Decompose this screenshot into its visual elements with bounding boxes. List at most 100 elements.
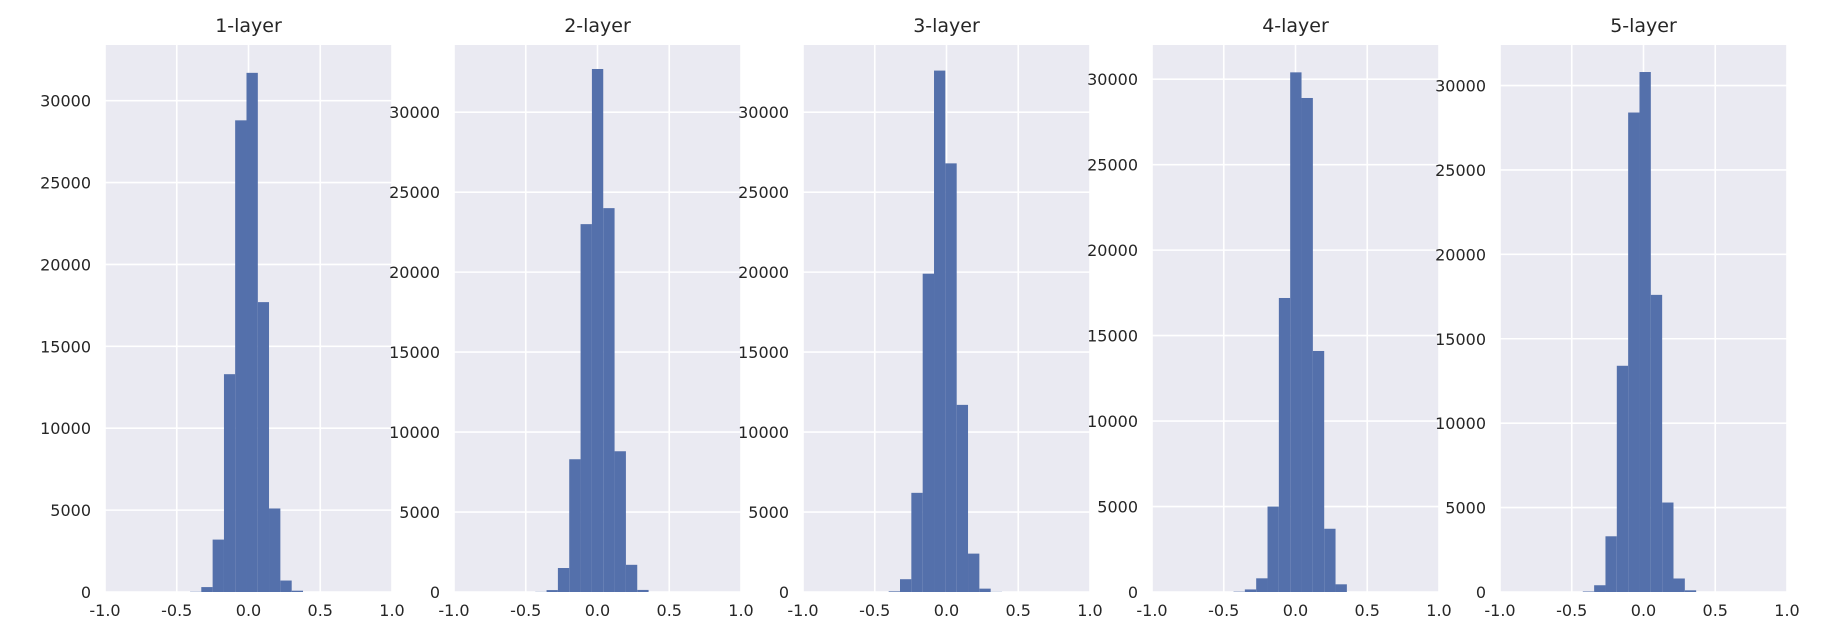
y-tick-label: 25000 — [738, 183, 789, 202]
x-tick-label: -0.5 — [1556, 601, 1587, 620]
x-tick-label: 0.0 — [236, 601, 261, 620]
histogram-bar — [968, 553, 980, 592]
y-tick-label: 10000 — [40, 419, 91, 438]
y-tick-label: 30000 — [389, 103, 440, 122]
histogram-bar — [1662, 502, 1674, 592]
histogram-bar — [637, 589, 649, 592]
y-tick-label: 25000 — [1087, 156, 1138, 175]
histogram-bar — [201, 587, 213, 592]
histogram-bar — [269, 508, 281, 592]
histogram-bar — [945, 163, 957, 592]
histogram-bar — [1616, 365, 1629, 592]
x-tick-label: -1.0 — [438, 601, 469, 620]
panel-title: 1-layer — [215, 15, 282, 37]
y-tick-label: 20000 — [1435, 245, 1486, 264]
histogram-bar — [956, 404, 969, 592]
histogram-bar — [888, 591, 901, 592]
histogram-bar — [1312, 350, 1325, 592]
panel-3: 3-layer -1.0 -0.5 0.0 0.5 1.0 0 5000 10000 15000 2… — [738, 15, 1103, 620]
x-tick-label: 1.0 — [728, 601, 753, 620]
y-tick-label: 5000 — [50, 501, 91, 520]
histogram-bar — [900, 579, 912, 592]
histogram-bar — [1628, 112, 1640, 593]
x-tick-label: -0.5 — [161, 601, 192, 620]
y-tick-label: 25000 — [1435, 161, 1486, 180]
histogram-bar — [922, 273, 935, 592]
x-tick-label: 0.0 — [1283, 601, 1308, 620]
x-tick-label: 0.5 — [1355, 601, 1380, 620]
y-tick-label: 25000 — [40, 174, 91, 193]
y-tick-label: 0 — [779, 583, 789, 602]
x-tick-label: 0.5 — [1006, 601, 1031, 620]
y-tick-label: 20000 — [1087, 241, 1138, 260]
y-tick-label: 10000 — [389, 423, 440, 442]
histogram-bar — [1256, 578, 1268, 592]
x-tick-label: 0.0 — [934, 601, 959, 620]
y-tick-label: 30000 — [1087, 70, 1138, 89]
x-tick-label: 1.0 — [1426, 601, 1451, 620]
histogram-bar — [257, 302, 270, 592]
histogram-bar — [280, 580, 292, 592]
y-tick-label: 30000 — [738, 103, 789, 122]
y-tick-label: 15000 — [738, 343, 789, 362]
y-tick-label: 0 — [430, 583, 440, 602]
histogram-bar — [1290, 72, 1302, 593]
histogram-bar — [557, 568, 570, 592]
histogram-bar — [1650, 294, 1663, 592]
histogram-bar — [1594, 585, 1606, 592]
histogram-bar — [603, 208, 615, 592]
x-tick-label: 0.0 — [1631, 601, 1656, 620]
y-tick-label: 30000 — [1435, 77, 1486, 96]
y-tick-label: 25000 — [389, 183, 440, 202]
histogram-bar — [246, 72, 258, 593]
y-tick-label: 10000 — [1435, 414, 1486, 433]
x-tick-label: -1.0 — [1136, 601, 1167, 620]
y-tick-label: 0 — [1128, 583, 1138, 602]
histogram-bar — [1582, 591, 1595, 592]
histogram-bar — [979, 588, 991, 592]
y-tick-label: 20000 — [40, 255, 91, 274]
histogram-bar — [934, 70, 946, 593]
histogram-bar — [1673, 578, 1685, 592]
histogram-bar — [546, 590, 558, 592]
x-tick-label: 0.5 — [308, 601, 333, 620]
y-tick-label: 20000 — [738, 263, 789, 282]
y-tick-label: 10000 — [1087, 412, 1138, 431]
histogram-bar — [1605, 536, 1617, 592]
histogram-bar — [1335, 584, 1347, 592]
y-tick-label: 0 — [81, 583, 91, 602]
y-tick-label: 20000 — [389, 263, 440, 282]
histogram-bar — [291, 590, 304, 592]
histogram-bar — [1639, 72, 1651, 593]
x-tick-label: 0.5 — [657, 601, 682, 620]
x-tick-label: -1.0 — [787, 601, 818, 620]
histogram-bar — [1278, 297, 1291, 592]
y-tick-label: 5000 — [1445, 499, 1486, 518]
y-tick-label: 5000 — [748, 503, 789, 522]
histogram-bar — [614, 451, 626, 592]
histogram-bar — [212, 539, 224, 592]
y-tick-label: 5000 — [399, 503, 440, 522]
y-tick-label: 30000 — [40, 92, 91, 111]
histogram-bar — [1267, 506, 1279, 592]
panel-title: 5-layer — [1610, 15, 1677, 37]
panel-1: 1-layer -1.0 -0.5 0.0 0.5 1.0 0 5000 10000 15000 2… — [40, 15, 405, 620]
histogram-bar — [1244, 589, 1257, 592]
x-tick-label: -1.0 — [89, 601, 120, 620]
panel-4: 4-layer -1.0 -0.5 0.0 0.5 1.0 0 5000 10000 15000 2… — [1087, 15, 1452, 620]
y-tick-label: 15000 — [389, 343, 440, 362]
panel-title: 2-layer — [564, 15, 631, 37]
y-tick-label: 15000 — [1435, 330, 1486, 349]
histogram-bar — [591, 68, 604, 593]
x-tick-label: -0.5 — [859, 601, 890, 620]
panel-2: 2-layer -1.0 -0.5 0.0 0.5 1.0 0 5000 10000 15000 2… — [389, 15, 754, 620]
x-tick-label: -1.0 — [1484, 601, 1515, 620]
x-tick-label: 1.0 — [1774, 601, 1799, 620]
x-tick-label: -0.5 — [510, 601, 541, 620]
panel-5: 5-layer -1.0 -0.5 0.0 0.5 1.0 0 5000 10000 15000 2… — [1435, 15, 1800, 620]
x-tick-label: 0.0 — [585, 601, 610, 620]
panel-title: 3-layer — [913, 15, 980, 37]
histogram-bar — [1324, 528, 1336, 592]
y-tick-label: 5000 — [1097, 498, 1138, 517]
